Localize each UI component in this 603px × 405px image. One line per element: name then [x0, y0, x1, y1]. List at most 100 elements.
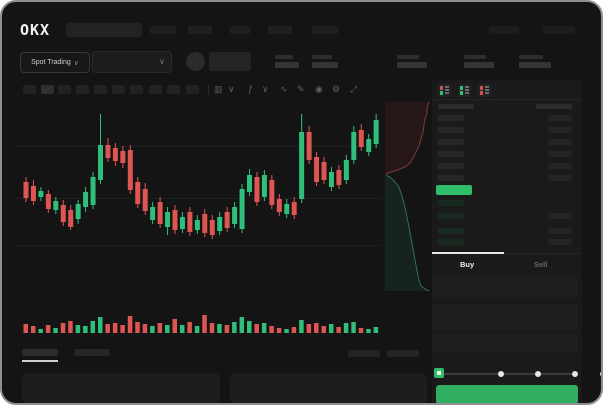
- candle-body: [351, 132, 357, 160]
- volume-bar: [306, 324, 312, 333]
- order-form-field[interactable]: [432, 334, 578, 352]
- amount-slider-track[interactable]: [438, 373, 576, 375]
- fullscreen-icon[interactable]: ⤢: [350, 84, 358, 94]
- book-asks-icon[interactable]: [478, 84, 491, 97]
- bottom-panel: [230, 373, 427, 403]
- indicators-icon[interactable]: ƒ: [248, 84, 254, 94]
- chevron-down-icon: ∨: [73, 59, 79, 67]
- ask-amount-placeholder: [548, 115, 572, 121]
- book-both-icon[interactable]: [438, 84, 451, 97]
- ask-price-placeholder[interactable]: [438, 139, 464, 145]
- timeframe-pill[interactable]: [58, 85, 71, 94]
- candle-body: [358, 130, 364, 147]
- stat-label-placeholder: [519, 55, 543, 59]
- slider-step-dot[interactable]: [600, 371, 601, 377]
- bid-price-placeholder[interactable]: [438, 200, 464, 206]
- timeframe-pill[interactable]: [76, 85, 89, 94]
- candle-body: [157, 202, 163, 224]
- nav-item-placeholder[interactable]: [150, 26, 176, 34]
- slider-step-dot[interactable]: [572, 371, 578, 377]
- ask-price-placeholder[interactable]: [438, 115, 464, 121]
- candle-body: [299, 132, 305, 199]
- volume-bar: [112, 323, 118, 333]
- volume-bar: [127, 316, 133, 333]
- buy-submit-button[interactable]: [436, 385, 578, 403]
- volume-bar: [351, 322, 356, 333]
- orderbook-column-header: [438, 104, 474, 109]
- candle-body: [179, 217, 185, 229]
- amount-slider-handle[interactable]: [434, 368, 444, 378]
- gridline: [16, 198, 381, 199]
- pair-dropdown[interactable]: ∨: [92, 51, 172, 73]
- history-tab-placeholder[interactable]: [74, 349, 110, 356]
- ask-price-placeholder[interactable]: [438, 127, 464, 133]
- timeframe-pill[interactable]: [23, 85, 36, 94]
- volume-bar: [291, 327, 297, 333]
- order-form-field[interactable]: [432, 276, 578, 298]
- candle-body: [343, 160, 349, 180]
- bottom-panel: [22, 373, 220, 403]
- candle-body: [38, 191, 44, 197]
- book-bids-icon[interactable]: [458, 84, 471, 97]
- timeframe-pill[interactable]: [130, 85, 143, 94]
- chevron-down-icon[interactable]: ∨: [262, 84, 269, 94]
- tab-buy[interactable]: Buy: [460, 260, 475, 269]
- interval-icon[interactable]: ▥: [214, 84, 223, 94]
- candle-body: [284, 204, 290, 214]
- order-form-field[interactable]: [432, 304, 578, 330]
- chevron-down-icon[interactable]: ∨: [228, 84, 235, 94]
- gridline: [16, 245, 381, 246]
- camera-icon[interactable]: ◉: [315, 84, 323, 94]
- candle-body: [187, 212, 193, 232]
- volume-bar: [373, 327, 379, 333]
- volume-bar: [187, 322, 192, 333]
- timeframe-pill[interactable]: [149, 85, 162, 94]
- market-type-selector[interactable]: Spot Trading ∨: [20, 52, 90, 73]
- candle-body: [142, 189, 148, 211]
- volume-bar: [299, 320, 304, 333]
- search-input[interactable]: [66, 23, 142, 37]
- bid-price-placeholder[interactable]: [438, 228, 464, 234]
- draw-tool-icon[interactable]: ✎: [297, 84, 305, 94]
- icon-part: [445, 89, 449, 91]
- nav-item-placeholder[interactable]: [188, 26, 212, 34]
- volume-bar: [135, 322, 140, 333]
- nav-item-placeholder[interactable]: [230, 26, 250, 34]
- timeframe-pill[interactable]: [167, 85, 180, 94]
- bottom-filter-placeholder[interactable]: [387, 350, 419, 357]
- divider: [432, 99, 582, 100]
- line-style-icon[interactable]: ∿: [280, 84, 288, 94]
- settings-gear-icon[interactable]: ⚙: [332, 84, 341, 94]
- candle-body: [75, 204, 81, 219]
- timeframe-pill[interactable]: [112, 85, 125, 94]
- tab-sell[interactable]: Sell: [534, 260, 548, 269]
- ask-price-placeholder[interactable]: [438, 151, 464, 157]
- candle-body: [60, 205, 66, 222]
- volume-bar: [60, 323, 66, 333]
- slider-step-dot[interactable]: [535, 371, 541, 377]
- volume-bar: [276, 328, 282, 333]
- depth-chart[interactable]: [383, 99, 430, 292]
- stat-value-placeholder: [312, 62, 338, 68]
- candle-body: [53, 201, 59, 210]
- volume-bar: [179, 325, 185, 333]
- timeframe-pill[interactable]: [94, 85, 107, 94]
- candlestick-chart[interactable]: [16, 100, 381, 336]
- ask-price-placeholder[interactable]: [438, 175, 464, 181]
- timeframe-pill[interactable]: [41, 85, 54, 94]
- bid-price-placeholder[interactable]: [438, 239, 464, 245]
- active-tab-underline: [22, 360, 58, 362]
- nav-item-placeholder[interactable]: [268, 26, 292, 34]
- orders-tab-placeholder[interactable]: [22, 349, 58, 356]
- candle-body: [120, 151, 126, 163]
- bid-price-placeholder[interactable]: [438, 213, 464, 219]
- nav-item-placeholder[interactable]: [543, 26, 575, 34]
- nav-item-placeholder[interactable]: [489, 26, 519, 34]
- ask-price-placeholder[interactable]: [438, 163, 464, 169]
- volume-bar: [232, 322, 237, 333]
- slider-step-dot[interactable]: [498, 371, 504, 377]
- timeframe-pill[interactable]: [186, 85, 199, 94]
- nav-item-placeholder[interactable]: [312, 26, 338, 34]
- bottom-filter-placeholder[interactable]: [348, 350, 380, 357]
